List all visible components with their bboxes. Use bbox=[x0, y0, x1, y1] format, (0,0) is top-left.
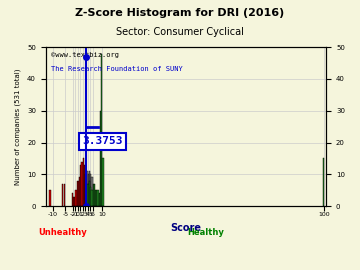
Bar bbox=[87, 184, 89, 206]
Bar bbox=[94, 184, 95, 206]
Bar bbox=[74, 197, 75, 206]
Bar bbox=[49, 190, 51, 206]
Y-axis label: Number of companies (531 total): Number of companies (531 total) bbox=[15, 68, 22, 185]
Text: Unhealthy: Unhealthy bbox=[39, 228, 87, 237]
Bar bbox=[91, 190, 93, 206]
Bar bbox=[102, 158, 104, 206]
Bar bbox=[323, 158, 324, 206]
Bar bbox=[90, 174, 91, 206]
Text: 3.3753: 3.3753 bbox=[82, 136, 123, 146]
Bar bbox=[73, 197, 74, 206]
Text: The Research Foundation of SUNY: The Research Foundation of SUNY bbox=[51, 66, 183, 72]
Text: Z-Score Histogram for DRI (2016): Z-Score Histogram for DRI (2016) bbox=[75, 8, 285, 18]
Text: Healthy: Healthy bbox=[187, 228, 224, 237]
Bar bbox=[81, 162, 83, 206]
Bar bbox=[77, 181, 78, 206]
Bar bbox=[89, 171, 90, 206]
Bar bbox=[83, 158, 84, 206]
Bar bbox=[62, 184, 63, 206]
Bar bbox=[86, 184, 87, 206]
Bar bbox=[80, 165, 81, 206]
Bar bbox=[89, 181, 90, 206]
Bar bbox=[101, 53, 102, 206]
Bar bbox=[79, 177, 80, 206]
Bar bbox=[99, 193, 100, 206]
Bar bbox=[72, 193, 73, 206]
Text: Sector: Consumer Cyclical: Sector: Consumer Cyclical bbox=[116, 27, 244, 37]
Bar bbox=[84, 165, 85, 206]
Bar bbox=[100, 111, 101, 206]
Text: ©www.textbiz.org: ©www.textbiz.org bbox=[51, 52, 120, 58]
Bar bbox=[96, 190, 98, 206]
Bar bbox=[85, 174, 86, 206]
Bar bbox=[64, 184, 66, 206]
Bar bbox=[95, 190, 96, 206]
X-axis label: Score: Score bbox=[171, 223, 202, 233]
Bar bbox=[93, 184, 94, 206]
Bar bbox=[78, 181, 79, 206]
Bar bbox=[91, 177, 93, 206]
Bar bbox=[86, 171, 87, 206]
Bar bbox=[85, 165, 86, 206]
Bar bbox=[75, 190, 77, 206]
Bar bbox=[90, 187, 91, 206]
Bar bbox=[87, 174, 89, 206]
Bar bbox=[98, 190, 99, 206]
